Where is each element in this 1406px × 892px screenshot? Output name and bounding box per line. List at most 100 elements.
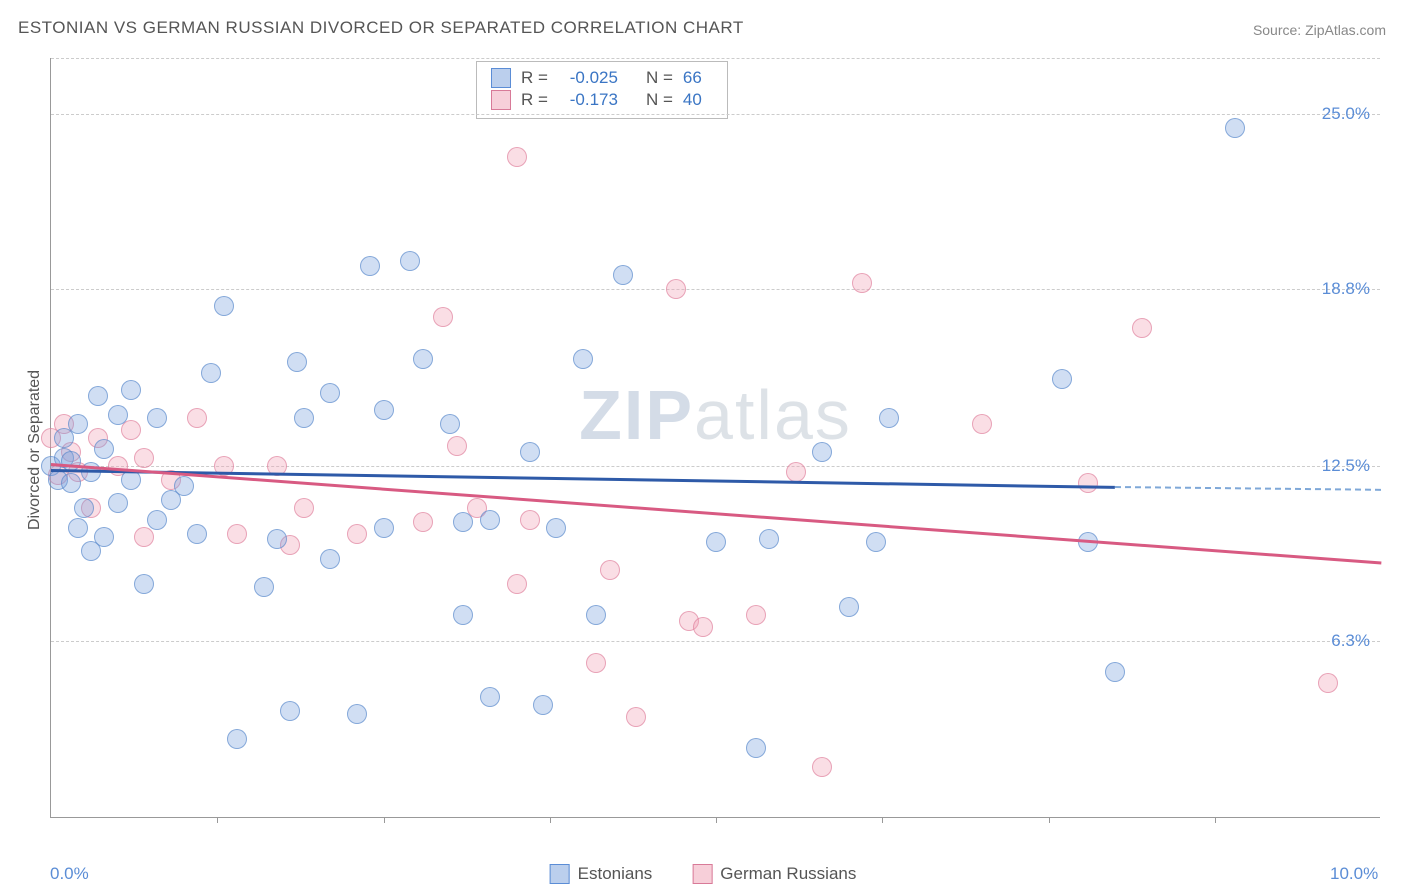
swatch-blue-icon (550, 864, 570, 884)
scatter-point (573, 349, 593, 369)
swatch-blue-icon (491, 68, 511, 88)
scatter-point (433, 307, 453, 327)
scatter-point (666, 279, 686, 299)
scatter-point (374, 518, 394, 538)
scatter-point (214, 296, 234, 316)
y-tick-label: 18.8% (1322, 279, 1370, 299)
scatter-point (480, 510, 500, 530)
correlation-stats-box: R = -0.025 N = 66 R = -0.173 N = 40 (476, 61, 728, 119)
scatter-point (972, 414, 992, 434)
gridline (51, 466, 1380, 467)
scatter-point (227, 729, 247, 749)
watermark-atlas: atlas (694, 376, 852, 454)
legend-label: Estonians (578, 864, 653, 884)
bottom-legend: Estonians German Russians (550, 864, 857, 884)
scatter-point (287, 352, 307, 372)
stats-row-german-russians: R = -0.173 N = 40 (491, 90, 713, 110)
scatter-point (108, 493, 128, 513)
scatter-point (254, 577, 274, 597)
scatter-point (759, 529, 779, 549)
scatter-point (413, 512, 433, 532)
gridline (51, 289, 1380, 290)
scatter-point (746, 738, 766, 758)
scatter-point (280, 701, 300, 721)
n-value-pink: 40 (683, 90, 713, 110)
scatter-point (201, 363, 221, 383)
scatter-point (320, 383, 340, 403)
x-tick (1049, 817, 1050, 823)
scatter-point (586, 605, 606, 625)
n-label: N = (646, 68, 673, 88)
scatter-point (147, 510, 167, 530)
n-label: N = (646, 90, 673, 110)
x-tick-label: 0.0% (50, 864, 89, 884)
scatter-point (453, 512, 473, 532)
y-axis-label: Divorced or Separated (26, 370, 44, 530)
scatter-point (812, 757, 832, 777)
scatter-point (879, 408, 899, 428)
scatter-point (507, 574, 527, 594)
scatter-point (866, 532, 886, 552)
scatter-point (227, 524, 247, 544)
scatter-point (1105, 662, 1125, 682)
scatter-point (480, 687, 500, 707)
r-value-pink: -0.173 (558, 90, 618, 110)
source-name: ZipAtlas.com (1305, 22, 1386, 38)
n-value-blue: 66 (683, 68, 713, 88)
scatter-point (88, 386, 108, 406)
scatter-point (174, 476, 194, 496)
x-tick (550, 817, 551, 823)
regression-line (51, 469, 1115, 488)
chart-title: ESTONIAN VS GERMAN RUSSIAN DIVORCED OR S… (18, 18, 744, 38)
source-prefix: Source: (1253, 22, 1305, 38)
scatter-point (400, 251, 420, 271)
scatter-point (533, 695, 553, 715)
r-value-blue: -0.025 (558, 68, 618, 88)
x-tick (1215, 817, 1216, 823)
scatter-point (68, 414, 88, 434)
scatter-point (812, 442, 832, 462)
scatter-point (374, 400, 394, 420)
scatter-point (347, 524, 367, 544)
gridline (51, 58, 1380, 59)
scatter-point (134, 448, 154, 468)
gridline (51, 114, 1380, 115)
scatter-point (1052, 369, 1072, 389)
y-tick-label: 25.0% (1322, 104, 1370, 124)
scatter-point (320, 549, 340, 569)
scatter-point (294, 498, 314, 518)
scatter-point (507, 147, 527, 167)
scatter-point (447, 436, 467, 456)
scatter-point (839, 597, 859, 617)
stats-row-estonians: R = -0.025 N = 66 (491, 68, 713, 88)
scatter-point (600, 560, 620, 580)
scatter-point (693, 617, 713, 637)
scatter-point (586, 653, 606, 673)
scatter-point (706, 532, 726, 552)
scatter-point (546, 518, 566, 538)
scatter-point (746, 605, 766, 625)
scatter-point (440, 414, 460, 434)
scatter-point (347, 704, 367, 724)
scatter-point (294, 408, 314, 428)
swatch-pink-icon (692, 864, 712, 884)
scatter-point (1078, 473, 1098, 493)
scatter-point (1318, 673, 1338, 693)
legend-label: German Russians (720, 864, 856, 884)
legend-item-estonians: Estonians (550, 864, 653, 884)
scatter-point (187, 524, 207, 544)
scatter-point (147, 408, 167, 428)
regression-dash (1115, 486, 1381, 491)
x-tick (384, 817, 385, 823)
source-attribution: Source: ZipAtlas.com (1253, 22, 1386, 38)
r-label: R = (521, 68, 548, 88)
legend-item-german-russians: German Russians (692, 864, 856, 884)
scatter-point (626, 707, 646, 727)
x-tick (217, 817, 218, 823)
watermark: ZIPatlas (579, 375, 852, 455)
plot-area: ZIPatlas R = -0.025 N = 66 R = -0.173 N … (50, 58, 1380, 818)
scatter-point (74, 498, 94, 518)
scatter-point (94, 527, 114, 547)
scatter-point (1225, 118, 1245, 138)
swatch-pink-icon (491, 90, 511, 110)
